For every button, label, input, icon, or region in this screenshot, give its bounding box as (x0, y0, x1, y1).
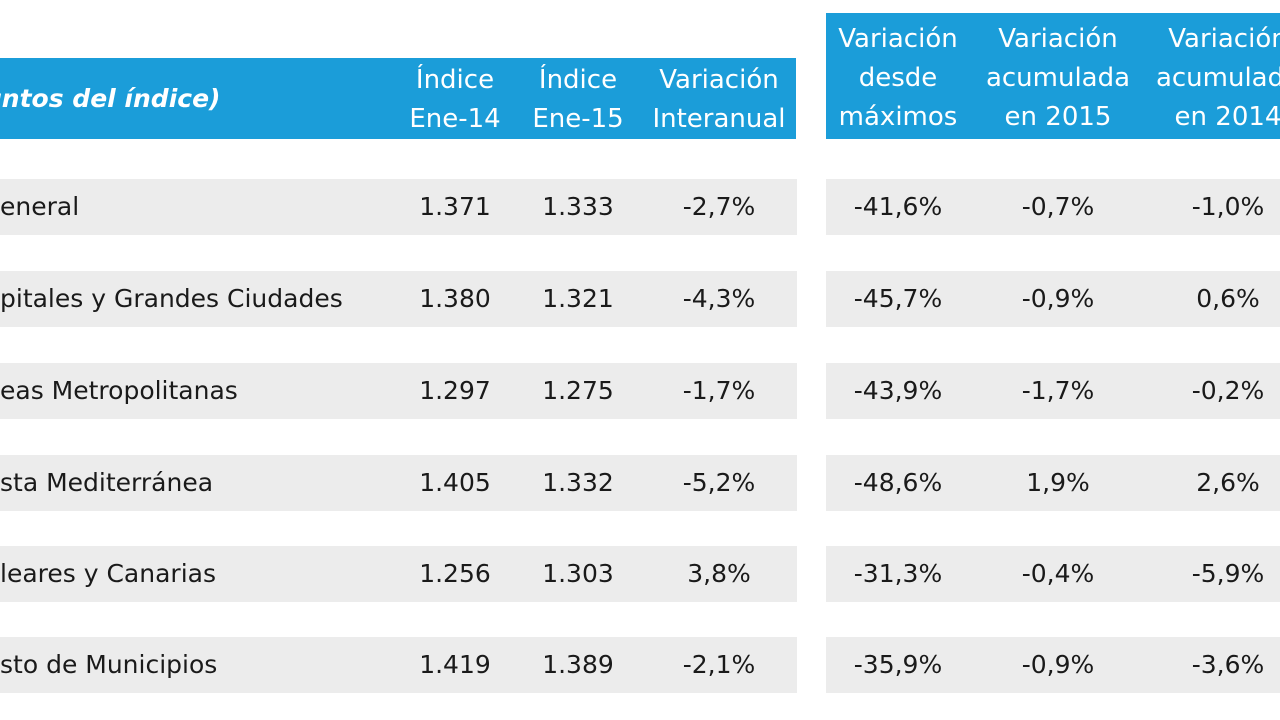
cell-interanual: 3,8% (687, 559, 751, 588)
row-background-left (0, 546, 797, 602)
cell-acum2014: -5,9% (1191, 559, 1265, 588)
cell-acum2015: -0,7% (1021, 192, 1095, 221)
row-background-left (0, 271, 797, 327)
col-header-ene15: Índice Ene-15 (532, 65, 624, 134)
row-label: sto de Municipios (0, 650, 218, 679)
cell-interanual: -1,7% (682, 376, 756, 405)
cell-ene15: 1.389 (542, 650, 614, 679)
cell-interanual: -2,7% (682, 192, 756, 221)
cell-ene15: 1.333 (542, 192, 614, 221)
cell-ene15: 1.321 (542, 284, 614, 313)
cell-ene15: 1.303 (542, 559, 614, 588)
cell-interanual: -4,3% (682, 284, 756, 313)
cell-ene14: 1.380 (419, 284, 491, 313)
col-header-ene14: Índice Ene-14 (409, 65, 501, 134)
row-background-right (826, 637, 1280, 693)
cell-ene14: 1.297 (419, 376, 491, 405)
cell-maximos: -35,9% (853, 650, 943, 679)
cell-ene15: 1.275 (542, 376, 614, 405)
header-band-right (826, 13, 1280, 139)
header-band-left (0, 58, 796, 139)
row-label: eas Metropolitanas (0, 376, 238, 405)
cell-acum2015: 1,9% (1026, 468, 1090, 497)
cell-ene15: 1.332 (542, 468, 614, 497)
row-label: leares y Canarias (0, 559, 216, 588)
col-header-acum2015: Variación acumulada en 2015 (985, 24, 1131, 132)
row-label: eneral (0, 192, 80, 221)
cell-maximos: -31,3% (853, 559, 943, 588)
cell-acum2015: -1,7% (1021, 376, 1095, 405)
cell-ene14: 1.419 (419, 650, 491, 679)
cell-ene14: 1.371 (419, 192, 491, 221)
cell-acum2014: 0,6% (1196, 284, 1260, 313)
row-label: sta Mediterránea (0, 468, 214, 497)
cell-ene14: 1.405 (419, 468, 491, 497)
row-background-left (0, 637, 797, 693)
cell-acum2015: -0,4% (1021, 559, 1095, 588)
cell-acum2014: 2,6% (1196, 468, 1260, 497)
row-background-right (826, 455, 1280, 511)
cell-acum2014: -0,2% (1191, 376, 1265, 405)
row-background-left (0, 455, 797, 511)
cell-ene14: 1.256 (419, 559, 491, 588)
row-background-right (826, 546, 1280, 602)
cell-acum2014: -3,6% (1191, 650, 1265, 679)
col-header-acum2014: Variación acumulada en 2014 (1155, 24, 1280, 132)
table-title: untos del índice) (0, 84, 221, 113)
cell-interanual: -2,1% (682, 650, 756, 679)
cell-acum2015: -0,9% (1021, 650, 1095, 679)
cell-maximos: -45,7% (853, 284, 943, 313)
cell-maximos: -41,6% (853, 192, 943, 221)
row-background-left (0, 363, 797, 419)
cell-acum2014: -1,0% (1191, 192, 1265, 221)
row-background-right (826, 271, 1280, 327)
cell-maximos: -43,9% (853, 376, 943, 405)
row-background-left (0, 179, 797, 235)
row-label: pitales y Grandes Ciudades (0, 284, 343, 313)
cell-acum2015: -0,9% (1021, 284, 1095, 313)
cell-interanual: -5,2% (682, 468, 756, 497)
cell-maximos: -48,6% (853, 468, 943, 497)
col-header-interanual: Variación Interanual (652, 65, 786, 134)
row-background-right (826, 363, 1280, 419)
row-background-right (826, 179, 1280, 235)
col-header-maximos: Variación desde máximos (838, 24, 958, 132)
